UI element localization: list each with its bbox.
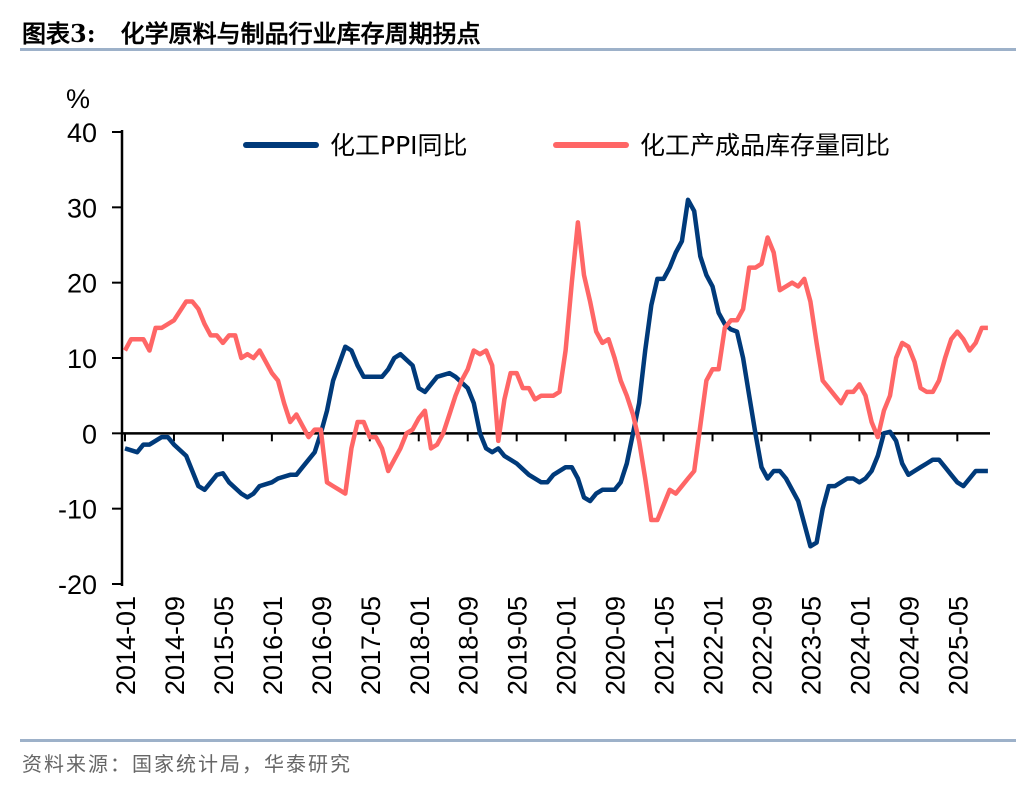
y-tick-label: -10 <box>58 495 97 525</box>
legend-label-ppi: 化工PPI同比 <box>330 131 468 160</box>
legend-label-inventory: 化工产成品库存量同比 <box>640 131 890 160</box>
y-tick-label: 20 <box>67 269 97 299</box>
y-tick-label: 0 <box>82 419 97 449</box>
x-tick-label: 2018-09 <box>454 596 484 695</box>
x-tick-label: 2020-01 <box>552 596 582 695</box>
x-tick-label: 2015-05 <box>209 596 239 695</box>
top-divider <box>20 48 1016 51</box>
x-tick-label: 2014-09 <box>160 596 190 695</box>
source-note: 资料来源：国家统计局，华泰研究 <box>22 752 352 776</box>
bottom-divider <box>20 739 1016 742</box>
x-tick-label: 2019-05 <box>503 596 533 695</box>
y-tick-label: 10 <box>67 344 97 374</box>
x-tick-label: 2016-09 <box>307 596 337 695</box>
x-tick-label: 2014-01 <box>111 596 141 695</box>
x-tick-label: 2024-09 <box>894 596 924 695</box>
x-tick-label: 2022-01 <box>699 596 729 695</box>
y-tick-label: -20 <box>58 570 97 600</box>
legend: 化工PPI同比 化工产成品库存量同比 <box>243 131 890 160</box>
x-tick-label: 2018-01 <box>405 596 435 695</box>
series-line-inventory <box>123 220 988 523</box>
x-tick-label: 2021-05 <box>650 596 680 695</box>
y-tick-label: 40 <box>67 118 97 148</box>
x-tick-label: 2023-05 <box>796 596 826 695</box>
y-tick-label: 30 <box>67 193 97 223</box>
x-tick-label: 2016-01 <box>258 596 288 695</box>
y-axis-unit: % <box>66 84 90 114</box>
series-line-ppi <box>124 197 988 549</box>
x-tick-label: 2020-09 <box>601 596 631 695</box>
x-tick-label: 2017-05 <box>356 596 386 695</box>
x-tick-label: 2024-01 <box>845 596 875 695</box>
x-tick-label: 2022-09 <box>747 596 777 695</box>
chart-title: 图表3: 化学原料与制品行业库存周期拐点 <box>22 19 481 48</box>
x-tick-label: 2025-05 <box>943 596 973 695</box>
